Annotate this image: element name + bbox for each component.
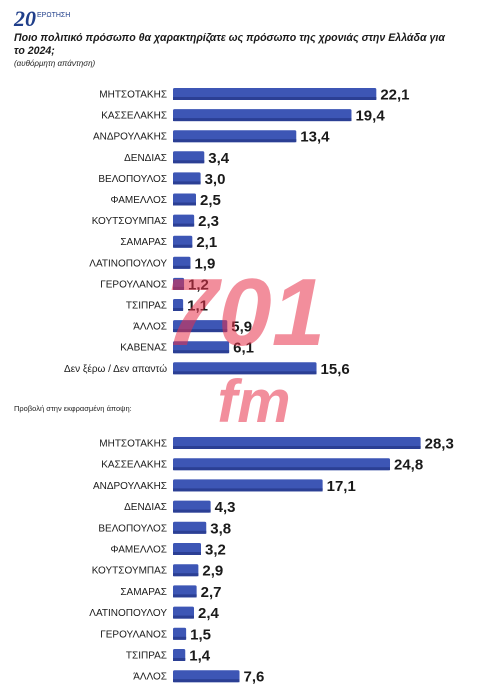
category-label: ΔΕΝΔΙΑΣ (124, 502, 167, 513)
category-label: ΒΕΛΟΠΟΥΛΟΣ (98, 523, 167, 534)
bar-shade (173, 658, 186, 661)
question-text: Ποιο πολιτικό πρόσωπο θα χαρακτηρίζατε ω… (14, 32, 445, 57)
value-label: 5,9 (231, 319, 252, 336)
question-number: 20 (14, 6, 36, 31)
value-label: 1,5 (190, 626, 211, 643)
category-label: ΓΕΡΟΥΛΑΝΟΣ (100, 279, 167, 290)
category-label: ΤΣΙΠΡΑΣ (126, 651, 167, 662)
bar (173, 500, 211, 513)
category-label: ΚΟΥΤΣΟΥΜΠΑΣ (92, 216, 167, 227)
value-label: 2,9 (202, 563, 223, 580)
bar-shade (173, 244, 193, 248)
value-label: 2,1 (196, 234, 217, 251)
category-label: ΣΑΜΑΡΑΣ (120, 237, 167, 248)
category-label: Δεν ξέρω / Δεν απαντώ (64, 363, 167, 375)
chart-1: ΜΗΤΣΟΤΑΚΗΣ 22,1 ΚΑΣΣΕΛΑΚΗΣ 19,4 ΑΝΔΡΟΥΛΑΚΗΣ 1… (64, 87, 410, 378)
bar-shade (173, 615, 194, 619)
value-label: 7,6 (244, 669, 265, 684)
category-label: ΛΑΤΙΝΟΠΟΥΛΟΥ (89, 608, 167, 619)
value-label: 3,8 (210, 520, 231, 537)
value-label: 1,1 (187, 298, 208, 315)
category-label: ΔΕΝΔΙΑΣ (124, 153, 167, 164)
category-label: ΑΝΔΡΟΥΛΑΚΗΣ (93, 132, 167, 143)
value-label: 13,4 (300, 129, 330, 146)
bar-shade (173, 530, 207, 534)
value-label: 3,0 (205, 171, 226, 188)
category-label: ΑΝΔΡΟΥΛΑΚΗΣ (93, 481, 167, 492)
value-label: 22,1 (380, 87, 409, 104)
question-tag: ΕΡΩΤΗΣΗ (37, 12, 71, 19)
category-label: ΆΛΛΟΣ (133, 672, 167, 683)
bar-shade (173, 446, 421, 449)
value-label: 3,2 (205, 542, 226, 559)
bar-shade (173, 181, 201, 185)
bar-shade (173, 573, 199, 577)
bar-shade (173, 160, 205, 164)
category-label: ΦΑΜΕΛΛΟΣ (111, 545, 167, 556)
value-label: 2,4 (198, 605, 220, 622)
bar-shade (173, 636, 187, 640)
category-label: ΦΑΜΕΛΛΟΣ (111, 195, 167, 206)
value-label: 1,2 (188, 276, 209, 293)
value-label: 17,1 (327, 478, 356, 495)
value-label: 3,4 (208, 150, 230, 167)
bar-shade (173, 286, 185, 290)
category-label: ΜΗΤΣΟΤΑΚΗΣ (99, 439, 167, 450)
bar-shade (173, 467, 390, 471)
bar-shade (173, 350, 230, 354)
bar-shade (173, 488, 323, 492)
chart2-title: Προβολή στην εκφρασμένη άποψη: (14, 404, 132, 413)
bar-shade (173, 139, 297, 143)
category-label: ΤΣΙΠΡΑΣ (126, 301, 167, 312)
value-label: 24,8 (394, 457, 423, 474)
bar-shade (173, 265, 191, 269)
bar-shade (173, 97, 377, 100)
value-label: 15,6 (321, 361, 350, 378)
value-label: 1,9 (194, 255, 215, 272)
bar-shade (173, 509, 211, 513)
category-label: ΓΕΡΟΥΛΑΝΟΣ (100, 629, 167, 640)
category-label: ΚΑΣΣΕΛΑΚΗΣ (101, 111, 167, 122)
value-label: 2,7 (201, 584, 222, 601)
value-label: 2,5 (200, 192, 221, 209)
value-label: 4,3 (215, 499, 236, 516)
category-label: ΚΑΒΕΝΑΣ (120, 343, 167, 354)
bar-shade (173, 552, 201, 555)
category-label: ΜΗΤΣΟΤΑΚΗΣ (99, 90, 167, 101)
category-label: ΛΑΤΙΝΟΠΟΥΛΟΥ (89, 258, 167, 269)
value-label: 6,1 (233, 340, 254, 357)
bar-shade (173, 223, 195, 227)
category-label: ΚΟΥΤΣΟΥΜΠΑΣ (92, 566, 167, 577)
bar-shade (173, 202, 196, 206)
bar-shade (173, 308, 184, 311)
answer-note: (αυθόρμητη απάντηση) (14, 59, 96, 68)
bar-shade (173, 118, 352, 122)
value-label: 2,3 (198, 213, 219, 230)
bar-shade (173, 371, 317, 375)
bar-shade (173, 679, 240, 683)
value-label: 28,3 (425, 436, 454, 453)
bar-shade (173, 329, 228, 333)
value-label: 1,4 (189, 648, 211, 665)
chart-header: 20ΕΡΩΤΗΣΗ Ποιο πολιτικό πρόσωπο θα χαρακ… (14, 6, 469, 69)
value-label: 19,4 (355, 108, 385, 125)
bar-shade (173, 594, 197, 598)
category-label: ΣΑΜΑΡΑΣ (120, 587, 167, 598)
category-label: ΚΑΣΣΕΛΑΚΗΣ (101, 460, 167, 471)
category-label: ΆΛΛΟΣ (133, 322, 167, 333)
category-label: ΒΕΛΟΠΟΥΛΟΣ (98, 174, 167, 185)
chart-2: ΜΗΤΣΟΤΑΚΗΣ 28,3 ΚΑΣΣΕΛΑΚΗΣ 24,8 ΑΝΔΡΟΥΛΑΚΗΣ 1… (89, 436, 454, 684)
